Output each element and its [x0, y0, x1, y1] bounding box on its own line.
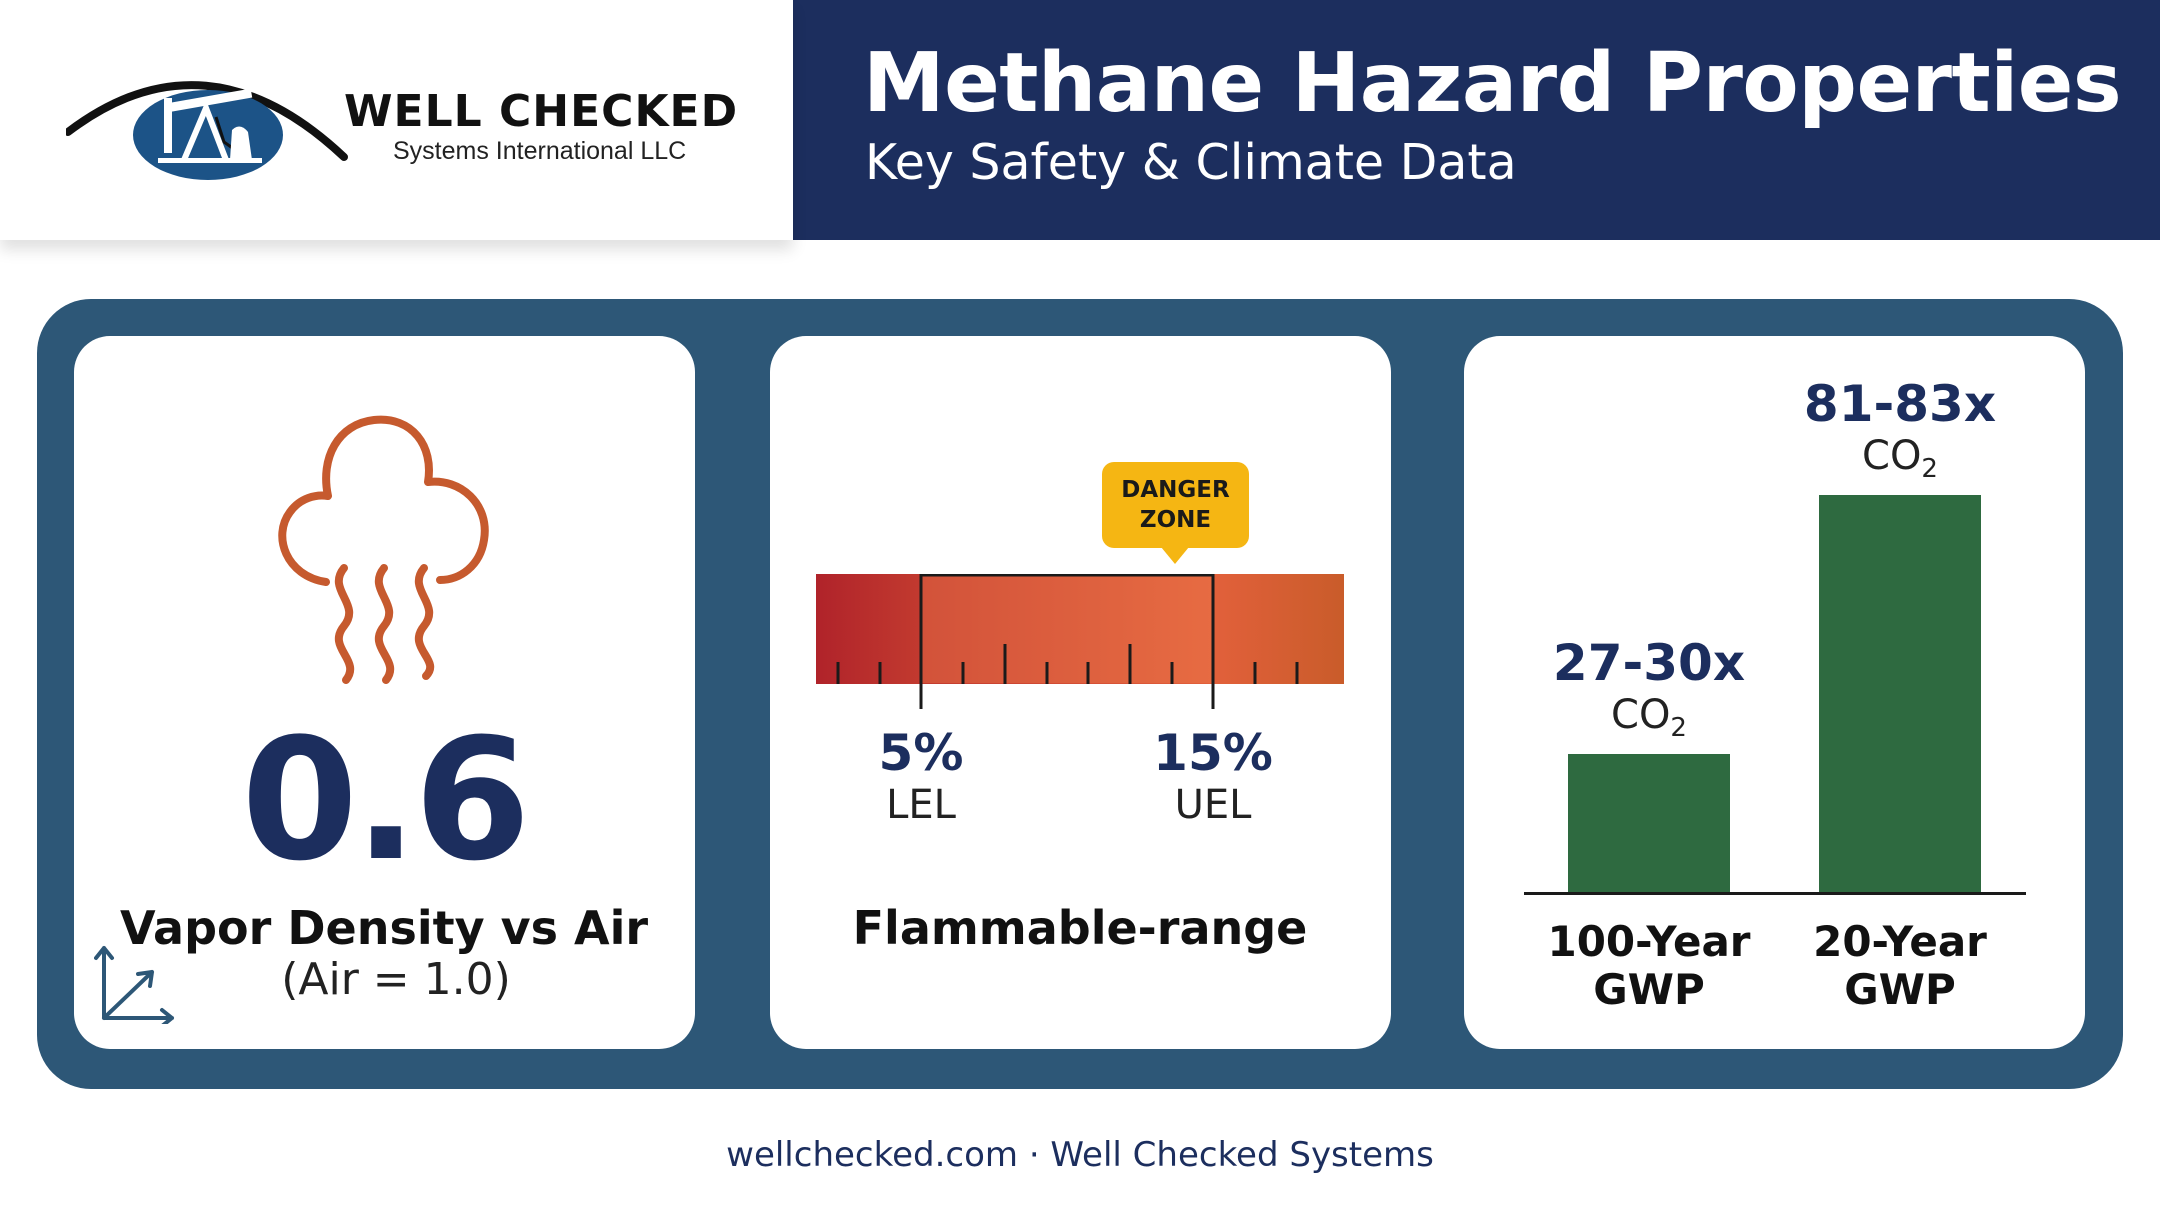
value-label-100-year-text: 27-30x: [1552, 634, 1746, 693]
uel-label: UEL: [1174, 782, 1252, 828]
flammable-range-scale: [816, 574, 1344, 709]
danger-badge-line2: ZONE: [1139, 507, 1212, 533]
vapor-cloud-icon: [278, 415, 489, 684]
flammable-range-label: Flammable-range: [852, 901, 1308, 955]
unit-text: CO: [1611, 692, 1671, 739]
value-label-20-year-text: 81-83x: [1803, 375, 1997, 434]
danger-badge-line1: DANGER: [1121, 477, 1230, 503]
value-label-100-year: 27-30x CO2: [1553, 634, 1745, 743]
vapor-density-label: Vapor Density vs Air: [119, 901, 649, 955]
axes-arrows-icon: [94, 946, 174, 1024]
vapor-density-value: 0.6: [241, 702, 531, 898]
vapor-density-note: (Air = 1.0): [281, 954, 511, 1005]
logo-subtitle: Systems International LLC: [393, 137, 687, 165]
page-title: Methane Hazard Properties: [863, 36, 2122, 131]
category-line: GWP: [1593, 965, 1705, 1014]
bar-100-year-gwp: [1568, 754, 1730, 892]
flammable-range-card: DANGER ZONE 5% LEL 15% U: [770, 336, 1391, 1049]
lel-value: 5%: [878, 724, 964, 782]
category-label-100-year: 100-Year GWP: [1547, 918, 1750, 1014]
value-label-20-year: 81-83x CO2: [1804, 375, 1996, 484]
unit-subscript: 2: [1670, 713, 1687, 744]
category-label-20-year: 20-Year GWP: [1813, 918, 1987, 1014]
unit-text: CO: [1862, 433, 1922, 480]
unit-subscript: 2: [1921, 454, 1938, 485]
value-unit-100-year: CO2: [1553, 692, 1745, 743]
logo-area: WELL CHECKED Systems International LLC: [0, 0, 793, 240]
vapor-density-card: 0.6 Vapor Density vs Air (Air = 1.0): [74, 336, 695, 1049]
title-band: Methane Hazard Properties Key Safety & C…: [793, 0, 2160, 240]
uel-value: 15%: [1153, 724, 1273, 782]
bar-20-year-gwp: [1819, 495, 1981, 892]
category-line: 100-Year: [1547, 917, 1751, 966]
value-unit-20-year: CO2: [1804, 433, 1996, 484]
logo-name: WELL CHECKED: [344, 86, 739, 137]
page-subtitle: Key Safety & Climate Data: [865, 134, 1517, 191]
gwp-chart-card: 27-30x CO2 81-83x CO2 100-Year GWP 20-Ye…: [1464, 336, 2085, 1049]
pumpjack-logo-icon: [66, 81, 348, 180]
chart-baseline: [1524, 892, 2026, 895]
category-line: 20-Year: [1813, 917, 1987, 966]
footer-text: wellchecked.com · Well Checked Systems: [726, 1135, 1434, 1175]
lel-label: LEL: [886, 782, 956, 828]
danger-zone-badge: DANGER ZONE: [1102, 462, 1249, 564]
category-line: GWP: [1844, 965, 1956, 1014]
